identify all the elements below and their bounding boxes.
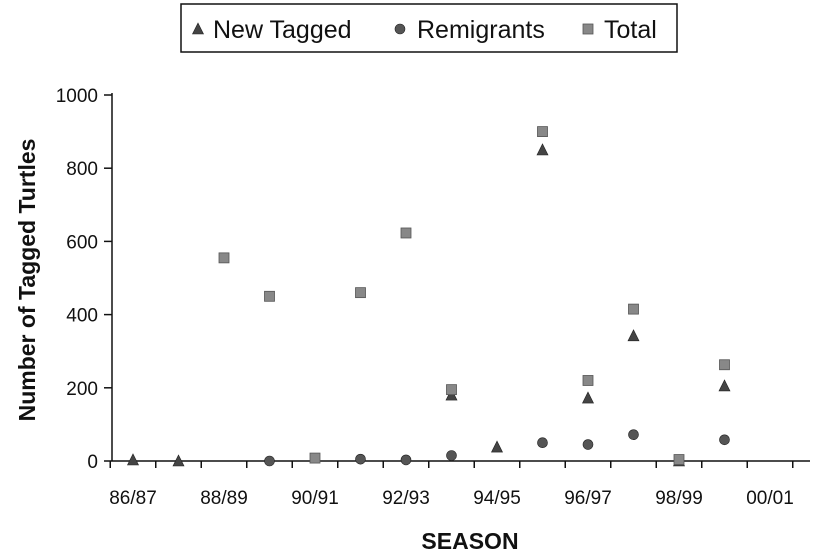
triangle-point <box>536 143 549 156</box>
x-tick-label: 92/93 <box>382 488 430 509</box>
triangle-point <box>582 391 594 404</box>
square-point <box>446 384 457 396</box>
circle-point <box>582 439 594 450</box>
triangle-point <box>491 440 503 453</box>
square-point <box>264 290 275 302</box>
x-tick-label: 98/99 <box>655 488 703 509</box>
legend-label: New Tagged <box>213 16 352 44</box>
triangle-point <box>172 454 185 467</box>
x-tick-label: 88/89 <box>200 488 248 509</box>
square-point <box>309 452 321 464</box>
y-tick-label: 1000 <box>56 86 98 107</box>
axes: 0 200 400 600 800 1000 86/87 88/89 90/91 92/93 94/… <box>56 86 810 509</box>
circle-point <box>355 453 366 465</box>
circle-point <box>264 455 275 467</box>
legend-item: New Tagged <box>192 16 352 44</box>
square-point <box>628 303 639 315</box>
x-tick-label: 00/01 <box>746 488 794 509</box>
legend-marker <box>192 22 204 35</box>
square-point <box>355 287 366 299</box>
square-point <box>673 454 685 465</box>
square-point <box>537 126 548 137</box>
legend-marker <box>582 23 594 35</box>
circle-point <box>628 429 639 440</box>
legend-label: Remigrants <box>417 16 545 44</box>
series-new-tagged <box>127 143 731 467</box>
square-point <box>719 359 730 371</box>
square-point <box>218 252 230 264</box>
legend-box <box>180 3 678 53</box>
legend-label: Total <box>604 16 657 44</box>
series-total <box>218 126 730 465</box>
y-tick-label: 400 <box>66 306 98 327</box>
square-point <box>400 227 412 239</box>
square-point <box>582 375 594 386</box>
x-tick-label: 90/91 <box>291 488 339 509</box>
y-axis-title: Number of Tagged Turtles <box>14 139 40 422</box>
y-tick-label: 200 <box>66 379 98 400</box>
x-tick-label: 86/87 <box>109 488 157 509</box>
circle-point <box>537 437 548 449</box>
x-axis-title: SEASON <box>421 528 518 554</box>
y-tick-label: 600 <box>66 232 98 253</box>
x-tick-label: 96/97 <box>564 488 612 509</box>
triangle-point <box>627 329 640 342</box>
legend-marker <box>394 23 406 35</box>
circle-point <box>719 434 730 446</box>
legend-item: Remigrants <box>394 16 545 44</box>
legend: New Tagged Remigrants Total <box>180 3 678 53</box>
legend-item: Total <box>582 16 657 44</box>
triangle-point <box>718 379 731 392</box>
series-remigrants <box>264 429 730 467</box>
y-tick-label: 0 <box>87 452 98 473</box>
circle-point <box>400 454 412 466</box>
x-tick-label: 94/95 <box>473 488 521 509</box>
triangle-point <box>127 453 139 466</box>
y-tick-label: 800 <box>66 159 98 180</box>
circle-point <box>446 450 457 461</box>
data-marks <box>127 126 731 467</box>
